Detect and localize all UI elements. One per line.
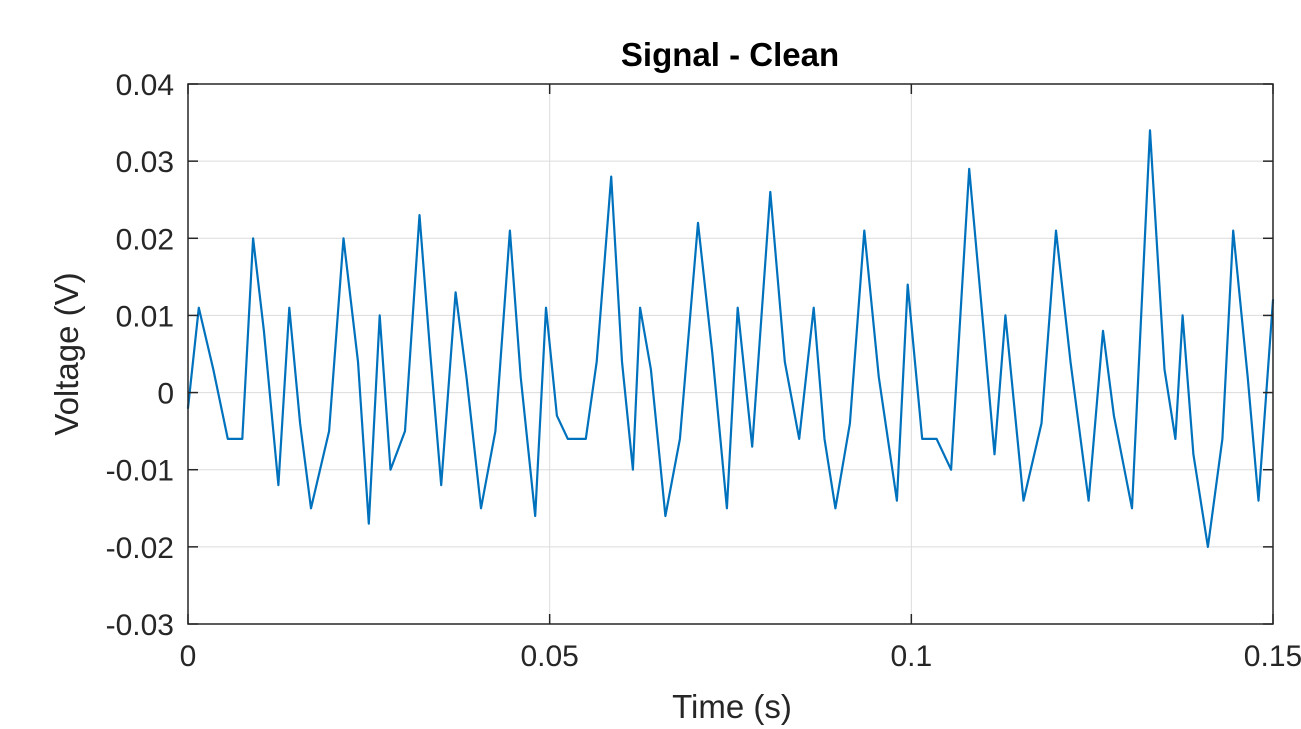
y-tick-label: -0.02 (106, 532, 174, 565)
plot-background (188, 84, 1273, 624)
x-tick-label: 0.15 (1244, 640, 1301, 673)
y-tick-label: -0.01 (106, 455, 174, 488)
x-tick-label: 0.05 (520, 640, 578, 673)
y-tick-label: 0.01 (116, 300, 174, 333)
y-tick-label: 0 (157, 378, 174, 411)
y-tick-label: 0.03 (116, 146, 174, 179)
y-tick-label: 0.04 (116, 69, 174, 102)
x-tick-label: 0 (180, 640, 197, 673)
plot-box (187, 83, 1274, 625)
x-tick-label: 0.1 (890, 640, 932, 673)
chart-title: Signal - Clean (621, 36, 839, 73)
y-tick-label: 0.02 (116, 223, 174, 256)
y-tick-label: -0.03 (106, 609, 174, 642)
y-axis-title: Voltage (V) (48, 272, 85, 435)
x-axis-title: Time (s) (672, 688, 792, 725)
series-line (186, 129, 1275, 548)
ticks: 0 0.05 0.1 0.15 -0.03 -0.02 -0.01 0 0.01 0.02 0.03… (106, 69, 1301, 673)
